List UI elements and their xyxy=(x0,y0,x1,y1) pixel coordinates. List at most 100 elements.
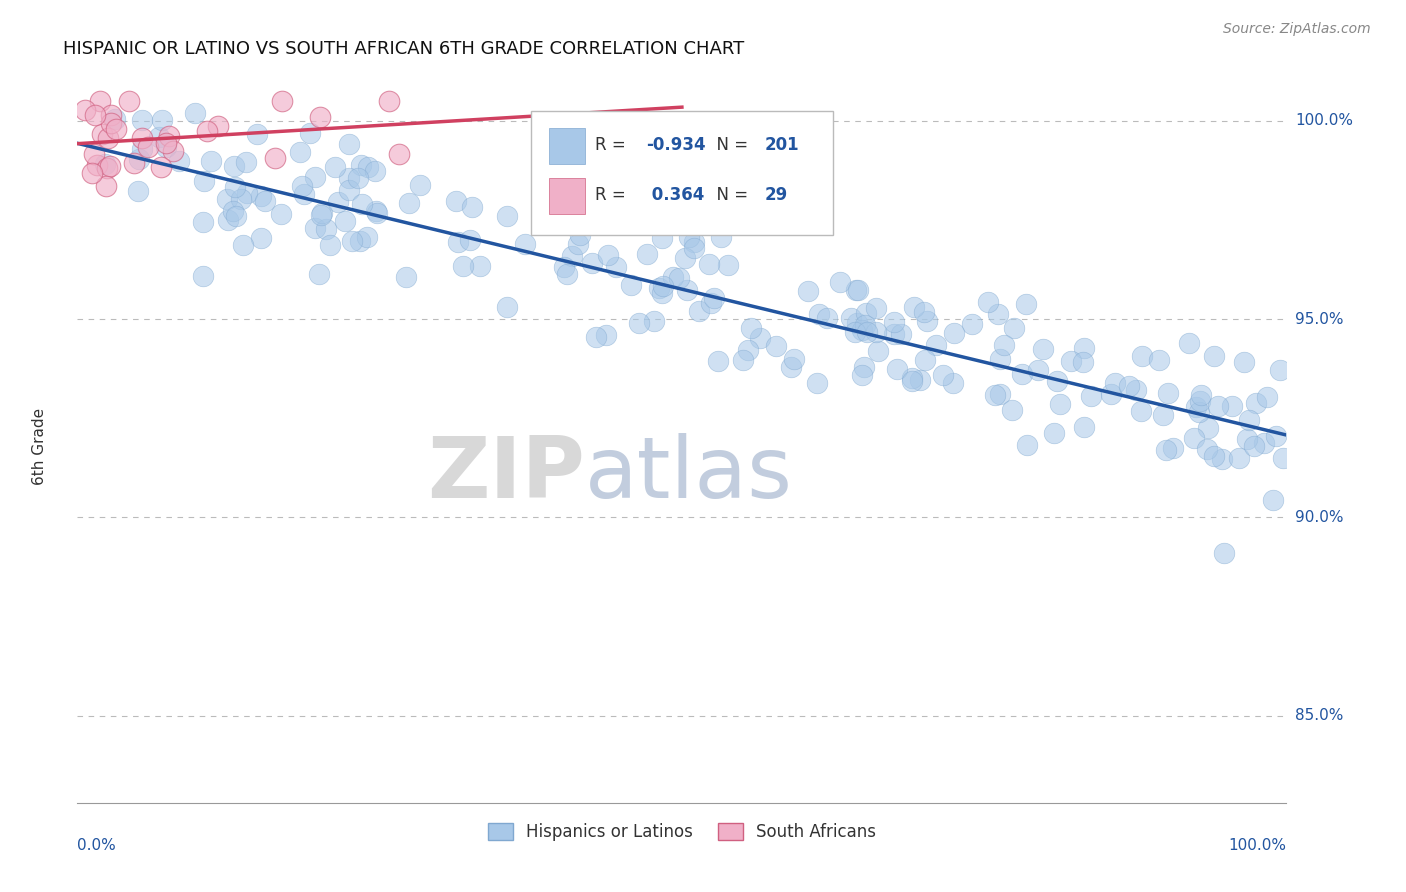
Point xyxy=(901,371,924,385)
Point xyxy=(846,316,869,330)
Point xyxy=(1178,336,1201,351)
Point xyxy=(815,311,838,326)
Text: 100.0%: 100.0% xyxy=(1229,838,1286,854)
Point xyxy=(651,231,673,245)
Point xyxy=(294,186,316,201)
Point xyxy=(127,185,149,199)
Point xyxy=(1001,403,1024,417)
Point xyxy=(335,213,357,227)
Point xyxy=(1261,492,1284,507)
Point xyxy=(932,368,955,382)
Point xyxy=(337,136,360,151)
Point xyxy=(806,376,828,390)
Point xyxy=(683,241,706,255)
Point xyxy=(853,318,876,333)
Point xyxy=(1152,408,1174,422)
Point xyxy=(128,152,150,166)
Point xyxy=(1099,387,1122,401)
Point xyxy=(855,306,877,320)
Point xyxy=(688,304,710,318)
Point xyxy=(883,315,905,329)
Point xyxy=(1060,353,1083,368)
Point xyxy=(1130,404,1153,418)
Point xyxy=(363,164,385,178)
Point xyxy=(1043,425,1066,440)
Point xyxy=(1197,421,1219,435)
Point xyxy=(886,362,908,376)
Point xyxy=(1264,429,1286,443)
Point xyxy=(357,160,380,174)
Point xyxy=(169,154,191,169)
Point xyxy=(1253,436,1275,450)
Point xyxy=(271,94,294,108)
Point xyxy=(553,260,575,275)
Point xyxy=(388,147,411,161)
Point xyxy=(908,373,931,387)
Point xyxy=(162,144,184,158)
Point xyxy=(378,94,401,108)
Point xyxy=(797,285,820,299)
Point xyxy=(924,338,946,352)
Point xyxy=(291,179,314,194)
Point xyxy=(451,259,474,273)
Point xyxy=(703,291,725,305)
Point xyxy=(1202,349,1225,363)
Point xyxy=(299,126,322,140)
Point xyxy=(1157,386,1180,401)
Point xyxy=(395,270,418,285)
Point xyxy=(914,352,936,367)
Point xyxy=(915,314,938,328)
Point xyxy=(308,268,330,282)
Point xyxy=(225,209,247,223)
Point xyxy=(408,178,430,192)
Point xyxy=(828,276,851,290)
Point xyxy=(1256,390,1278,404)
Point xyxy=(567,237,589,252)
Point xyxy=(1071,355,1094,369)
Point xyxy=(988,351,1011,366)
Point xyxy=(808,307,831,321)
Point xyxy=(668,270,690,285)
Point xyxy=(131,113,153,128)
Point xyxy=(460,233,482,247)
Point xyxy=(555,267,578,281)
Point xyxy=(232,238,254,252)
Point xyxy=(1028,363,1050,377)
Point xyxy=(350,197,373,211)
Point xyxy=(236,186,259,200)
Point xyxy=(605,260,627,275)
Point xyxy=(89,94,111,108)
Point xyxy=(620,277,643,292)
Legend: Hispanics or Latinos, South Africans: Hispanics or Latinos, South Africans xyxy=(481,816,883,848)
Point xyxy=(651,285,673,300)
Point xyxy=(496,210,519,224)
Text: 201: 201 xyxy=(763,136,799,153)
Point xyxy=(647,281,669,295)
Text: 6th Grade: 6th Grade xyxy=(32,408,48,484)
Point xyxy=(1188,405,1211,419)
Point xyxy=(839,311,862,326)
Point xyxy=(1032,342,1054,356)
Point xyxy=(1239,412,1261,426)
Point xyxy=(342,234,364,248)
Point xyxy=(195,124,218,138)
Point xyxy=(319,238,342,252)
Point xyxy=(845,283,868,297)
Point xyxy=(1268,363,1291,377)
Text: ZIP: ZIP xyxy=(427,433,585,516)
Point xyxy=(311,206,333,220)
Text: HISPANIC OR LATINO VS SOUTH AFRICAN 6TH GRADE CORRELATION CHART: HISPANIC OR LATINO VS SOUTH AFRICAN 6TH … xyxy=(63,40,745,58)
FancyBboxPatch shape xyxy=(548,128,585,164)
Point xyxy=(150,112,173,127)
Text: 90.0%: 90.0% xyxy=(1295,510,1343,524)
Point xyxy=(1220,400,1243,414)
Point xyxy=(122,156,145,170)
Point xyxy=(250,231,273,245)
Point xyxy=(1125,383,1147,397)
Point xyxy=(446,235,468,249)
Point xyxy=(1130,349,1153,363)
Point xyxy=(765,339,787,353)
Text: atlas: atlas xyxy=(585,433,793,516)
Point xyxy=(901,374,924,388)
Point xyxy=(224,159,246,173)
